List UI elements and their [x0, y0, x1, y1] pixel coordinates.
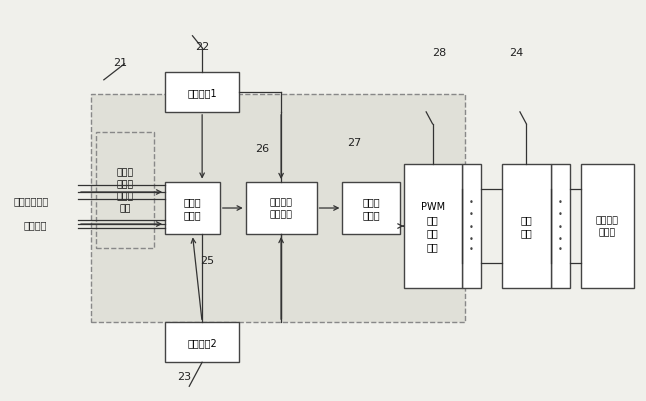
Text: 亮度转
换模块: 亮度转 换模块	[362, 197, 380, 220]
Text: 场效发射
背光源: 场效发射 背光源	[596, 216, 619, 237]
Text: •: •	[557, 210, 563, 219]
Text: 控制信号: 控制信号	[24, 219, 47, 229]
Bar	[342, 182, 401, 235]
Text: 驱动
模块: 驱动 模块	[521, 215, 532, 238]
Text: 帧存储器1: 帧存储器1	[187, 87, 217, 97]
Bar	[165, 182, 220, 235]
Bar	[502, 164, 550, 288]
Text: 26: 26	[255, 144, 269, 154]
Text: 27: 27	[347, 138, 361, 148]
Text: 帧存储器2: 帧存储器2	[187, 337, 217, 347]
Text: 25: 25	[200, 255, 214, 265]
Text: 视频信
号接收
与处理
模块: 视频信 号接收 与处理 模块	[116, 168, 134, 213]
Text: •: •	[557, 244, 563, 253]
Bar	[581, 164, 634, 288]
Text: 分区亮度
提取模块: 分区亮度 提取模块	[269, 198, 293, 219]
Text: 视频接
口模块: 视频接 口模块	[183, 197, 202, 220]
Text: 视频像素数据: 视频像素数据	[14, 196, 49, 205]
Bar	[91, 95, 465, 322]
Text: •: •	[557, 234, 563, 243]
Text: 22: 22	[195, 42, 209, 52]
Text: 23: 23	[178, 371, 191, 381]
Text: 21: 21	[113, 58, 127, 68]
Bar	[96, 133, 154, 249]
Text: •: •	[469, 197, 474, 206]
Bar	[462, 164, 481, 288]
Text: PWM
信号
产生
模块: PWM 信号 产生 模块	[421, 202, 444, 251]
Text: 24: 24	[509, 48, 523, 58]
Text: •: •	[557, 222, 563, 231]
Text: •: •	[469, 234, 474, 243]
Text: •: •	[557, 197, 563, 206]
Bar	[165, 73, 239, 113]
Bar	[165, 322, 239, 363]
Bar	[245, 182, 317, 235]
Text: •: •	[469, 244, 474, 253]
Text: 28: 28	[432, 48, 446, 58]
Bar	[404, 164, 462, 288]
Text: •: •	[469, 222, 474, 231]
Text: •: •	[469, 210, 474, 219]
Bar	[550, 164, 570, 288]
